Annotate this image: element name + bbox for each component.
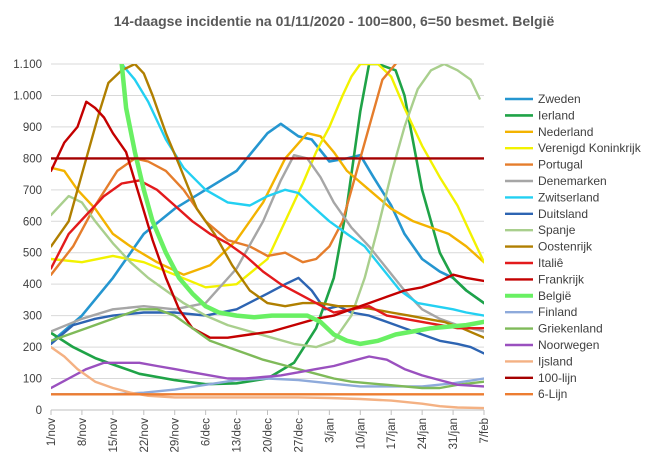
legend-label: Portugal (538, 158, 583, 172)
x-tick-label: 10/jan (355, 418, 367, 449)
y-tick-label: 200 (23, 342, 42, 354)
legend-label: België (538, 289, 572, 303)
x-tick-label: 20/dec (263, 418, 275, 453)
y-tick-label: 900 (23, 122, 42, 134)
y-tick-label: 400 (23, 279, 42, 291)
x-tick-label: 1/nov (46, 418, 58, 446)
series-line-13 (51, 377, 484, 396)
x-tick-label: 31/jan (448, 418, 460, 449)
series-line-10 (51, 179, 484, 330)
y-tick-label: 300 (23, 311, 42, 323)
series-line-12 (119, 64, 484, 347)
legend-label: Verenigd Koninkrijk (538, 141, 642, 155)
y-tick-label: 100 (23, 374, 42, 386)
x-tick-label: 15/nov (108, 418, 120, 453)
series-line-9 (51, 64, 484, 339)
series-line-14 (51, 308, 484, 390)
legend-label: Italiê (538, 256, 564, 270)
legend-label: Griekenland (538, 322, 603, 336)
y-axis-ticks: 0 100 200 300 400 500 600 700 800 900 1.000 1.100 (13, 59, 42, 417)
series-line-15 (51, 355, 484, 390)
x-tick-label: 22/nov (139, 418, 151, 453)
legend-label: Nederland (538, 125, 593, 139)
legend-label: Finland (538, 305, 577, 319)
legend-label: Spanje (538, 223, 576, 237)
y-tick-label: 1.100 (13, 59, 42, 71)
y-tick-label: 500 (23, 248, 42, 260)
legend-label: 100-lijn (538, 371, 577, 385)
series-line-16 (51, 345, 484, 410)
legend-label: Noorwegen (538, 338, 599, 352)
y-tick-label: 600 (23, 216, 42, 228)
x-tick-label: 13/dec (232, 418, 244, 453)
x-tick-label: 17/jan (386, 418, 398, 449)
series-line-7 (51, 276, 484, 355)
x-tick-label: 6/dec (201, 418, 213, 446)
y-tick-label: 1.000 (13, 90, 42, 102)
series-line-11 (51, 100, 484, 339)
x-axis-ticks: 1/nov 8/nov 15/nov 22/nov 29/nov 6/dec 13/dec 2… (46, 410, 491, 453)
y-tick-label: 800 (23, 153, 42, 165)
legend-label: Zweden (538, 92, 581, 106)
x-tick-label: 8/nov (77, 418, 89, 446)
legend-label: Frankrijk (538, 272, 585, 286)
legend-label: Duitsland (538, 207, 588, 221)
legend-label: Denemarken (538, 174, 607, 188)
series-line-0 (51, 122, 484, 344)
legend-label: Zwitserland (538, 190, 599, 204)
series-line-8 (51, 64, 481, 349)
x-tick-label: 29/nov (170, 418, 182, 453)
legend-label: Oostenrijk (538, 240, 593, 254)
series-lines (51, 64, 484, 410)
x-tick-label: 7/feb (479, 418, 491, 444)
x-tick-label: 27/dec (293, 418, 305, 453)
legend-label: 6-Lijn (538, 387, 567, 401)
legend-label: Ijsland (538, 354, 573, 368)
series-line-5 (51, 154, 484, 333)
y-tick-label: 0 (36, 405, 42, 417)
y-tick-label: 700 (23, 185, 42, 197)
x-tick-label: 24/jan (417, 418, 429, 449)
legend-label: Ierland (538, 108, 575, 122)
x-tick-label: 3/jan (324, 418, 336, 443)
chart-title: 14-daagse incidentie na 01/11/2020 - 100… (114, 13, 555, 29)
legend: Zweden Ierland Nederland Verenigd Koninkrij… (505, 92, 642, 401)
